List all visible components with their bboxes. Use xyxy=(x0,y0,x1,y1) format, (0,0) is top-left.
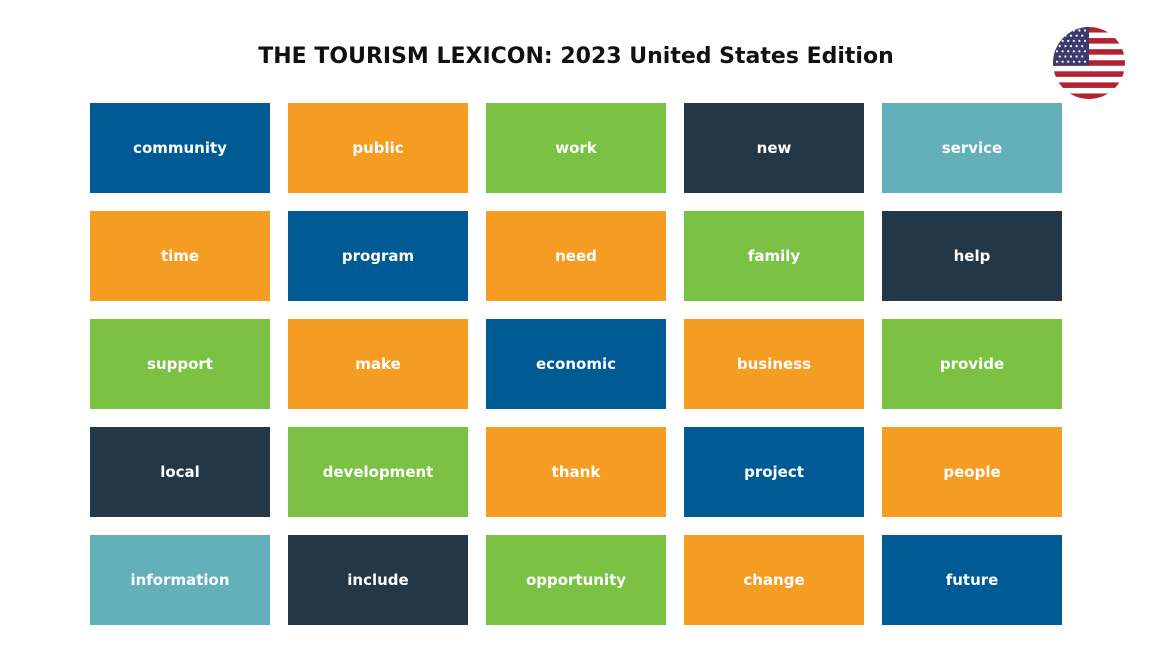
flag-part xyxy=(1083,50,1087,53)
word-tile: program xyxy=(288,211,468,301)
flag-part xyxy=(1061,29,1064,32)
word-tile: public xyxy=(288,103,468,193)
flag-part xyxy=(1075,34,1078,37)
flag-part xyxy=(1061,50,1064,53)
flag-part xyxy=(1055,60,1059,63)
flag-part xyxy=(1058,45,1061,48)
flag-part xyxy=(1081,34,1084,37)
flag-part xyxy=(1067,60,1070,63)
word-tile: help xyxy=(882,211,1062,301)
word-tile: community xyxy=(90,103,270,193)
flag-part xyxy=(1069,34,1073,37)
flag-part xyxy=(1078,39,1081,42)
flag-part xyxy=(1069,55,1073,58)
word-tile: people xyxy=(882,427,1062,517)
flag-part xyxy=(1064,45,1067,48)
flag-part xyxy=(1083,39,1087,42)
word-tile: economic xyxy=(486,319,666,409)
flag-part xyxy=(1075,45,1078,48)
word-tile: support xyxy=(90,319,270,409)
word-tile: new xyxy=(684,103,864,193)
flag-part xyxy=(1081,45,1084,48)
word-tile: future xyxy=(882,535,1062,625)
word-tile: make xyxy=(288,319,468,409)
word-tile: include xyxy=(288,535,468,625)
flag-part xyxy=(1081,55,1084,58)
flag-part xyxy=(1072,60,1075,63)
flag-part xyxy=(1078,29,1081,32)
flag-part xyxy=(1055,29,1059,32)
word-tile: local xyxy=(90,427,270,517)
flag-part xyxy=(1055,39,1059,42)
word-tile: information xyxy=(90,535,270,625)
flag-part xyxy=(1072,39,1075,42)
flag-part xyxy=(1072,50,1075,53)
word-tile: development xyxy=(288,427,468,517)
word-tile: business xyxy=(684,319,864,409)
title: THE TOURISM LEXICON: 2023 United States … xyxy=(258,44,894,69)
word-tile: opportunity xyxy=(486,535,666,625)
flag-part xyxy=(1078,50,1081,53)
us-flag xyxy=(1053,27,1125,99)
word-tile: family xyxy=(684,211,864,301)
word-tile: work xyxy=(486,103,666,193)
flag-part xyxy=(1058,34,1061,37)
flag-part xyxy=(1067,50,1070,53)
flag-part xyxy=(1064,55,1067,58)
flag-part xyxy=(1075,55,1078,58)
flag-part xyxy=(1058,55,1061,58)
flag-part xyxy=(1053,71,1125,77)
word-tile: change xyxy=(684,535,864,625)
word-tile: need xyxy=(486,211,666,301)
flag-part xyxy=(1083,60,1087,63)
word-tile: time xyxy=(90,211,270,301)
word-tile: project xyxy=(684,427,864,517)
flag-part xyxy=(1064,34,1067,37)
flag-part xyxy=(1061,39,1064,42)
flag-part xyxy=(1053,82,1125,88)
flag-part xyxy=(1055,50,1059,53)
flag-part xyxy=(1069,45,1073,48)
flag-part xyxy=(1061,60,1064,63)
word-tile: provide xyxy=(882,319,1062,409)
flag-part xyxy=(1078,60,1081,63)
word-tile: service xyxy=(882,103,1062,193)
flag-part xyxy=(1067,39,1070,42)
flag-part xyxy=(1053,93,1125,99)
flag-part xyxy=(1072,29,1075,32)
word-tile: thank xyxy=(486,427,666,517)
flag-part xyxy=(1083,29,1087,32)
flag-part xyxy=(1067,29,1070,32)
